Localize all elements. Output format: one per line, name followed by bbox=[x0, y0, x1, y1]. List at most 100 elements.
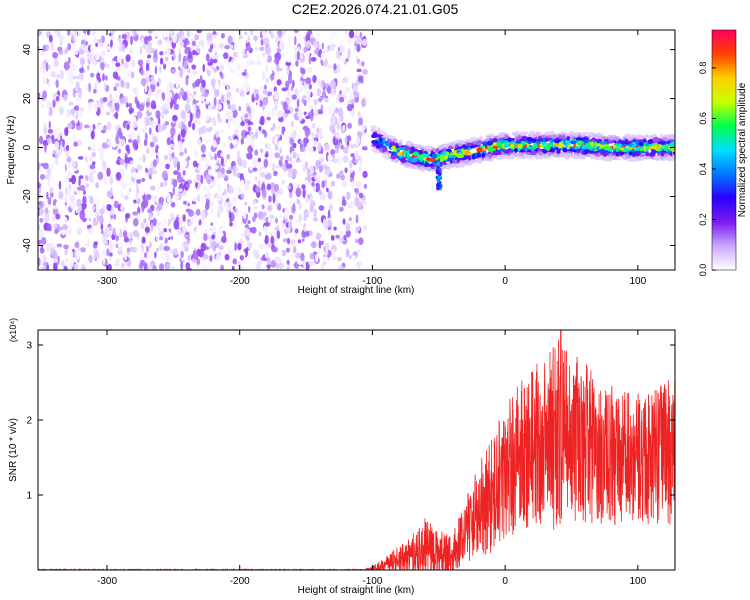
spectrogram-cell bbox=[257, 179, 261, 187]
spectrogram-cell bbox=[476, 147, 483, 153]
spectrogram-cell bbox=[600, 155, 604, 161]
spectrogram-cell bbox=[208, 168, 213, 177]
spectrogram-cell bbox=[76, 189, 81, 196]
spectrogram-cell bbox=[77, 30, 82, 37]
spectrogram-cell bbox=[216, 211, 221, 219]
spectrogram-cell bbox=[159, 236, 163, 241]
spectrogram-cell bbox=[107, 71, 111, 77]
spectrogram-cell bbox=[321, 130, 325, 136]
spectrogram-cell bbox=[157, 202, 163, 211]
spectrogram-cell bbox=[65, 126, 69, 136]
spectrogram-cell bbox=[72, 134, 77, 144]
spectrogram-cell bbox=[337, 195, 342, 201]
spectrogram-cell bbox=[184, 147, 187, 154]
spectrogram-cell bbox=[670, 141, 675, 146]
spectrogram-cell bbox=[612, 154, 616, 161]
spectrogram-cell bbox=[253, 205, 258, 210]
spectrogram-cell bbox=[271, 109, 277, 118]
spectrogram-cell bbox=[42, 139, 49, 146]
spectrogram-cell bbox=[139, 232, 143, 241]
spectrogram-cell bbox=[542, 149, 547, 154]
spectrogram-cell bbox=[348, 86, 352, 92]
spectrogram-cell bbox=[191, 40, 196, 47]
spectrogram-cell bbox=[275, 164, 281, 169]
spectrogram-cell bbox=[263, 54, 268, 60]
spectrogram-cell bbox=[187, 67, 191, 74]
spectrogram-cell bbox=[107, 101, 113, 108]
spectrogram-cell bbox=[205, 246, 210, 251]
spectrogram-cell bbox=[107, 139, 110, 145]
spectrogram-cell bbox=[347, 122, 352, 129]
spectrogram-cell bbox=[656, 146, 661, 152]
spectrogram-cell bbox=[56, 73, 61, 79]
spectrogram-cell bbox=[235, 51, 239, 58]
spectrogram-cell bbox=[225, 119, 229, 124]
spectrogram-cell bbox=[71, 174, 77, 185]
spectrogram-cell bbox=[509, 143, 515, 150]
spectrogram-cell bbox=[274, 226, 280, 231]
spectrogram-cell bbox=[205, 96, 210, 105]
spectrogram-cell bbox=[313, 208, 317, 218]
spectrogram-cell bbox=[225, 225, 228, 231]
spectrogram-cell bbox=[203, 254, 209, 260]
spectrogram-cell bbox=[202, 63, 205, 73]
spectrogram-cell bbox=[143, 252, 148, 259]
spectrogram-cell bbox=[451, 142, 456, 148]
spectrogram-cell bbox=[276, 230, 281, 240]
spectrogram-cell bbox=[143, 35, 149, 45]
spectrogram-cell bbox=[263, 224, 269, 234]
spectrogram-cell bbox=[213, 176, 219, 181]
spectrogram-cell bbox=[70, 250, 74, 261]
spectrogram-cell bbox=[566, 153, 573, 158]
spectrogram-cell bbox=[259, 46, 265, 52]
spectrogram-cell bbox=[275, 262, 280, 270]
spectrogram-cell bbox=[274, 134, 278, 145]
spectrogram-cell bbox=[91, 205, 96, 211]
spectrogram-cell bbox=[71, 63, 77, 71]
spectrogram-cell bbox=[81, 86, 87, 96]
spectrogram-cell bbox=[335, 133, 340, 139]
spectrogram-cell bbox=[227, 96, 233, 102]
spectrogram-cell bbox=[135, 87, 139, 97]
spectrogram-cell bbox=[210, 78, 216, 88]
spectrogram-cell bbox=[287, 57, 292, 63]
spectrogram-cell bbox=[444, 155, 448, 160]
spectrogram-cell bbox=[174, 60, 180, 68]
spectrogram-cell bbox=[285, 160, 289, 170]
spectrogram-cell bbox=[576, 149, 580, 153]
spectrogram-cell bbox=[274, 192, 278, 198]
spectrogram-cell bbox=[242, 34, 249, 41]
spectrogram-cell bbox=[64, 247, 68, 256]
spectrogram-cell bbox=[608, 136, 615, 140]
spectrogram-cell bbox=[330, 102, 336, 111]
spectrogram-cell bbox=[315, 232, 322, 240]
spectrogram-cell bbox=[238, 209, 242, 219]
spectrogram-cell bbox=[73, 141, 79, 147]
spectrogram-cell bbox=[286, 136, 290, 146]
spectrogram-cell bbox=[90, 169, 97, 174]
spectrogram-cell bbox=[460, 139, 466, 146]
spectrogram-cell bbox=[46, 191, 49, 200]
spectrogram-cell bbox=[318, 239, 322, 249]
spectrogram-cell bbox=[232, 113, 236, 118]
spectrogram-cell bbox=[668, 139, 675, 142]
spectrogram-cell bbox=[266, 116, 271, 121]
spectrogram-cell bbox=[115, 93, 119, 104]
spectrogram-cell bbox=[281, 222, 286, 228]
spectrogram-cell bbox=[277, 110, 283, 118]
spectrogram-cell bbox=[163, 227, 168, 233]
spectrogram-cell bbox=[362, 68, 368, 75]
spectrogram-cell bbox=[285, 154, 290, 162]
spectrogram-cell bbox=[97, 171, 104, 181]
spectrogram-cell bbox=[603, 156, 610, 162]
spectrogram-cell bbox=[212, 139, 217, 148]
spectrogram-cell bbox=[111, 97, 116, 108]
spectrogram-cell bbox=[231, 139, 238, 146]
spectrogram-cell bbox=[196, 258, 201, 266]
spectrogram-cell bbox=[76, 249, 80, 260]
spectrogram-cell bbox=[314, 174, 320, 181]
spectrogram-cell bbox=[296, 133, 302, 137]
spectrogram-cell bbox=[358, 117, 364, 126]
spectrogram-cell bbox=[115, 102, 120, 113]
spectrogram-cell bbox=[356, 200, 363, 211]
